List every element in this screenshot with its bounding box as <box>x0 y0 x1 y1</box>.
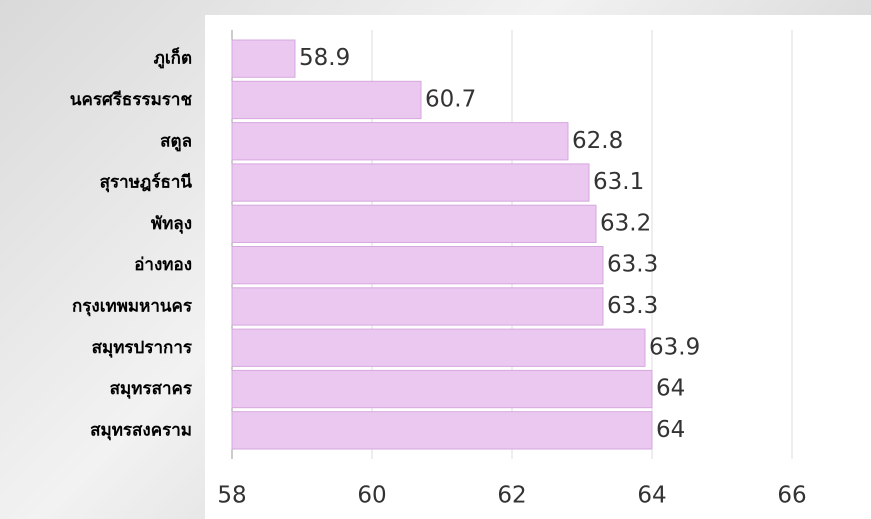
value-label: 63.9 <box>649 334 700 360</box>
value-label: 63.3 <box>607 252 658 278</box>
bar <box>231 328 646 367</box>
bar <box>231 287 604 326</box>
category-label: อ่างทอง <box>134 255 192 275</box>
category-label: กรุงเทพมหานคร <box>72 296 193 316</box>
bar <box>231 80 422 120</box>
category-label: สมุทรสาคร <box>110 379 193 399</box>
value-label: 63.3 <box>607 293 658 319</box>
value-label: 63.1 <box>593 169 644 195</box>
category-label: นครศรีธรรมราช <box>70 89 193 110</box>
value-label: 62.8 <box>572 128 623 154</box>
value-label: 60.7 <box>425 86 476 112</box>
category-label: พัทลุง <box>151 214 192 234</box>
bar <box>231 163 590 202</box>
category-label: สมุทรสงคราม <box>90 420 192 440</box>
bar <box>231 204 597 243</box>
value-label: 64 <box>656 417 685 443</box>
category-label: ภูเก็ต <box>154 46 192 70</box>
value-label: 63.2 <box>600 210 651 236</box>
x-tick-label: 64 <box>637 483 666 509</box>
x-tick-label: 58 <box>217 483 246 509</box>
bar <box>231 369 653 409</box>
value-label: 64 <box>656 376 685 402</box>
x-tick-label: 66 <box>777 483 806 509</box>
bar <box>231 411 653 450</box>
category-label: สุราษฎร์ธานี <box>100 172 193 193</box>
bar <box>231 246 604 285</box>
category-label: สตูล <box>160 131 192 152</box>
category-label: สมุทรปราการ <box>92 338 193 358</box>
bar <box>231 122 569 161</box>
x-tick-label: 60 <box>357 483 386 509</box>
value-label: 58.9 <box>299 45 350 71</box>
x-tick-label: 62 <box>497 483 526 509</box>
bar <box>231 39 296 78</box>
